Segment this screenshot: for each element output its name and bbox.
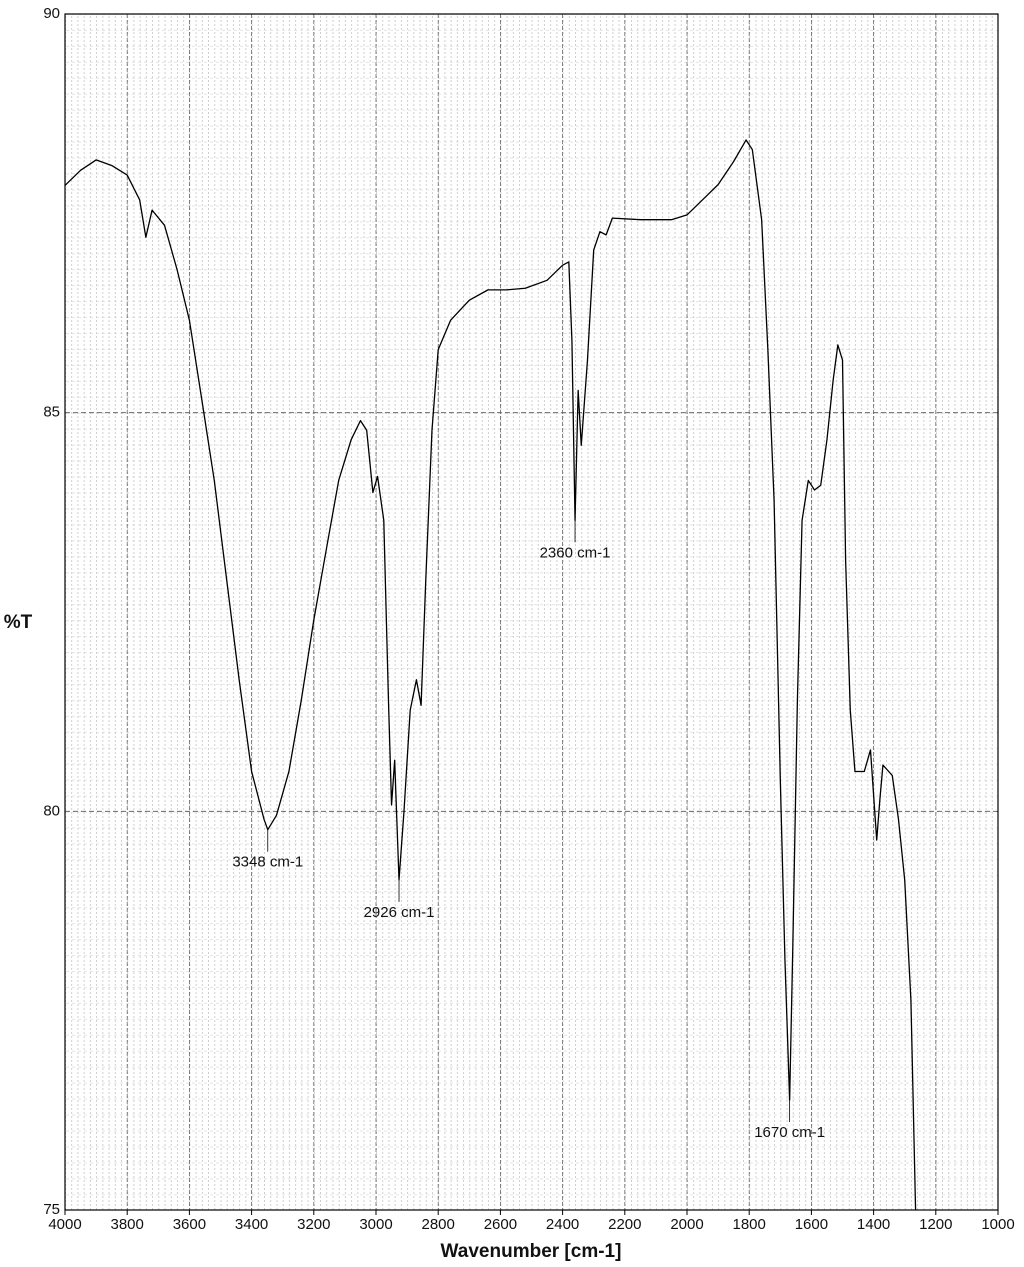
x-tick-label: 2600 [484, 1216, 517, 1233]
annotation-label: 2360 cm-1 [540, 544, 611, 561]
x-tick-label: 1200 [919, 1216, 952, 1233]
x-tick-label: 2000 [670, 1216, 703, 1233]
x-tick-label: 3000 [359, 1216, 392, 1233]
x-tick-label: 3200 [297, 1216, 330, 1233]
x-axis-title: Wavenumber [cm-1] [441, 1241, 622, 1262]
spectrum-line [64, 139, 917, 1211]
x-tick-label: 1000 [981, 1216, 1014, 1233]
x-tick-label: 1400 [857, 1216, 890, 1233]
x-tick-label: 3800 [111, 1216, 144, 1233]
y-axis-title: %T [4, 612, 33, 633]
x-tick-label: 4000 [48, 1216, 81, 1233]
x-tick-label: 3600 [173, 1216, 206, 1233]
annotation-label: 2926 cm-1 [364, 904, 435, 921]
y-tick-label: 75 [43, 1201, 60, 1218]
y-tick-label: 90 [43, 5, 60, 22]
y-tick-label: 85 [43, 404, 60, 421]
x-tick-label: 2800 [422, 1216, 455, 1233]
y-tick-label: 80 [43, 802, 60, 819]
x-tick-label: 2200 [608, 1216, 641, 1233]
plot-frame [64, 13, 999, 1211]
x-tick-label: 2400 [546, 1216, 579, 1233]
annotation-label: 1670 cm-1 [754, 1124, 825, 1141]
x-tick-label: 3400 [235, 1216, 268, 1233]
minor-grid [65, 14, 998, 1210]
annotation-label: 3348 cm-1 [232, 854, 303, 871]
x-tick-label: 1600 [795, 1216, 828, 1233]
x-tick-label: 1800 [733, 1216, 766, 1233]
